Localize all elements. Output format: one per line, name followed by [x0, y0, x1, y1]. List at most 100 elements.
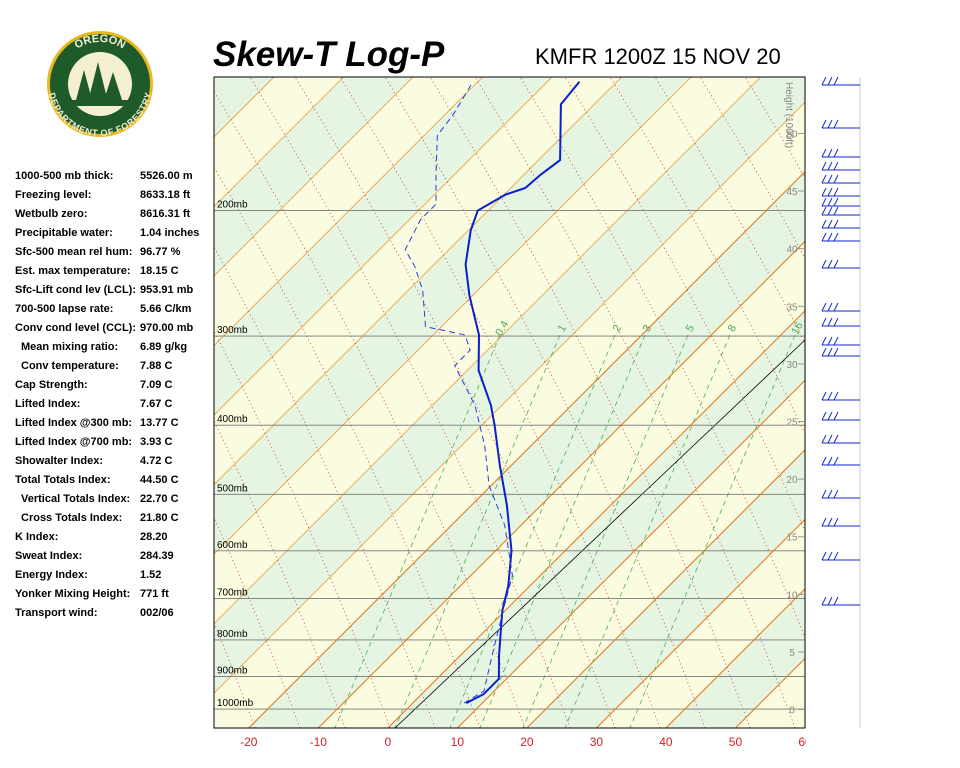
stat-label: Energy Index:	[15, 569, 88, 581]
logo-ground	[70, 100, 130, 106]
wind-barb	[827, 206, 833, 216]
wind-barb	[833, 148, 839, 158]
wind-barb	[821, 174, 827, 184]
wind-barb	[833, 161, 839, 171]
isotherm	[317, 240, 805, 728]
wind-barb	[827, 148, 833, 158]
stat-value: 953.91 mb	[140, 284, 193, 296]
wind-barb	[821, 336, 827, 346]
stat-value: 1.52	[140, 569, 161, 581]
stat-label: Lifted Index @700 mb:	[15, 436, 132, 448]
isotherm-decor	[214, 77, 622, 486]
wind-barb	[833, 434, 839, 444]
wind-barb	[821, 197, 827, 207]
wind-barb	[827, 517, 833, 527]
stat-label: Sfc-Lift cond lev (LCL):	[15, 284, 136, 296]
logo-trees	[76, 62, 122, 102]
wind-barb	[821, 259, 827, 269]
isotherm-decor	[214, 77, 414, 277]
stat-value: 13.77 C	[140, 417, 179, 429]
logo-top-path: OREGON	[73, 33, 128, 52]
isotherm	[526, 449, 805, 728]
wind-barb	[821, 302, 827, 312]
isotherm-decor	[214, 77, 553, 416]
x-tick-label: 30	[590, 735, 604, 749]
stat-label: Yonker Mixing Height:	[15, 588, 130, 600]
wind-barb	[821, 391, 827, 401]
wind-barb	[821, 317, 827, 327]
wind-barb	[821, 434, 827, 444]
mixing-ratio-label: 5	[684, 323, 697, 334]
stat-label: Wetbulb zero:	[15, 208, 88, 220]
stat-label: Est. max temperature:	[15, 265, 131, 277]
stat-label: 700-500 lapse rate:	[15, 303, 113, 315]
y2-tick-label: 25	[786, 418, 798, 429]
wind-barb	[833, 232, 839, 242]
mixing-ratio-label: 8	[726, 323, 739, 334]
stat-value: 1.04 inches	[140, 227, 199, 239]
mixing-ratio-line	[522, 334, 689, 728]
plot-frame	[213, 76, 806, 729]
isotherm-decor	[214, 77, 692, 555]
y-tick-label: 500mb	[217, 483, 248, 494]
stat-label: Freezing level:	[15, 189, 91, 201]
x-tick-label: 40	[659, 735, 673, 749]
wind-barb	[821, 76, 827, 86]
stat-label: Sfc-500 mean rel hum:	[15, 246, 132, 258]
isotherm-decor	[214, 77, 344, 208]
wind-barb	[833, 347, 839, 357]
mixing-ratio-line	[449, 334, 616, 728]
wind-barb	[827, 174, 833, 184]
stat-value: 6.89 g/kg	[140, 341, 187, 353]
stat-value: 771 ft	[140, 588, 169, 600]
stat-value: 4.72 C	[140, 455, 172, 467]
wind-barb	[827, 76, 833, 86]
isotherm-decor	[214, 101, 805, 694]
stat-value: 18.15 C	[140, 265, 179, 277]
plot-background	[214, 77, 805, 728]
wind-barb	[827, 336, 833, 346]
mixing-ratio-label: 3	[641, 323, 654, 334]
wind-barb	[821, 596, 827, 606]
stat-label: Vertical Totals Index:	[21, 493, 130, 505]
wind-barb	[827, 232, 833, 242]
x-axis: -20 -10 0 10 20 30 40 50 60	[240, 735, 806, 749]
isotherm-decor	[875, 77, 960, 728]
chart-subtitle: KMFR 1200Z 15 NOV 20	[535, 44, 781, 69]
wind-barb	[833, 174, 839, 184]
stat-value: 21.80 C	[140, 512, 179, 524]
stat-label: Lifted Index @300 mb:	[15, 417, 132, 429]
y2-tick-label: 40	[786, 245, 798, 256]
stat-value: 7.88 C	[140, 360, 172, 372]
wind-barb	[833, 317, 839, 327]
y-tick-label: 400mb	[217, 414, 248, 425]
stat-label: Cap Strength:	[15, 379, 88, 391]
plot-area: 0.4 1 2 3 5 8 16	[214, 77, 960, 728]
wind-barb	[821, 489, 827, 499]
wind-barb	[821, 161, 827, 171]
wind-barb	[833, 302, 839, 312]
isotherm-decor	[214, 77, 761, 625]
y-tick-label: 300mb	[217, 325, 248, 336]
wind-barb	[827, 411, 833, 421]
isotherm	[248, 171, 805, 728]
wind-barbs	[821, 76, 860, 606]
y2-tick-label: 30	[786, 360, 798, 371]
wind-barb	[827, 219, 833, 229]
stat-label: Lifted Index:	[15, 398, 80, 410]
stat-label: Total Totals Index:	[15, 474, 111, 486]
stat-value: 5526.00 m	[140, 170, 193, 182]
wind-barb	[821, 411, 827, 421]
wind-barb	[827, 434, 833, 444]
stat-value: 7.67 C	[140, 398, 172, 410]
stat-label: Precipitable water:	[15, 227, 113, 239]
wind-barb	[833, 391, 839, 401]
mixing-ratio-label: 16	[789, 320, 806, 337]
y-tick-label: 1000mb	[217, 698, 254, 709]
wind-barb	[833, 187, 839, 197]
stat-value: 8616.31 ft	[140, 208, 190, 220]
stat-label: K Index:	[15, 531, 58, 543]
isotherm	[456, 379, 805, 728]
mixing-ratio-label: 2	[611, 323, 624, 334]
mixing-ratio-line	[334, 334, 501, 728]
